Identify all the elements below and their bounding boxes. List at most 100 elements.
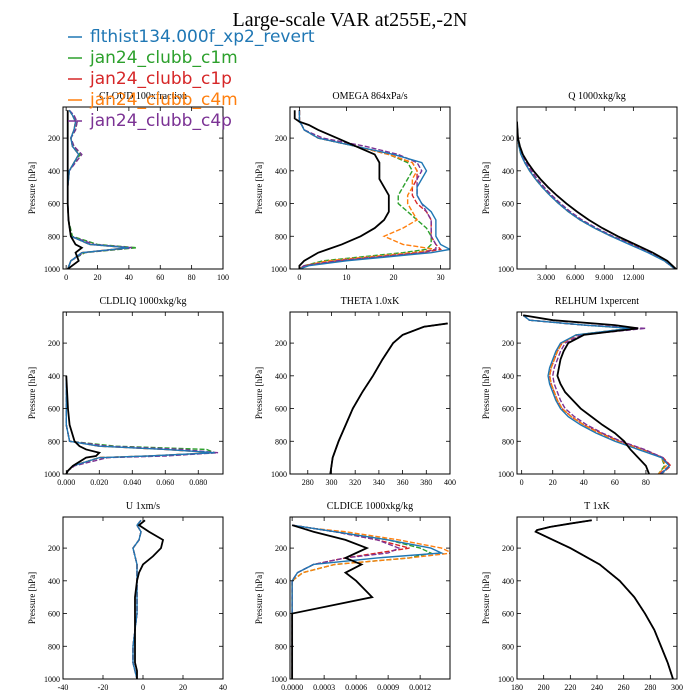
series-line-reference (291, 524, 374, 679)
series-line-1 (298, 110, 450, 269)
series-line-reference (293, 110, 390, 269)
series-group (65, 375, 219, 474)
panel-3: Q 1000xkg/kg Pressure [hPa] 200 400 600 800 10… (481, 91, 678, 282)
x-tick-label: 180 (511, 683, 523, 692)
series-line-3 (517, 121, 676, 269)
plot-frame (516, 106, 678, 270)
series-line-reference (534, 519, 674, 679)
series-line-reference (66, 110, 84, 269)
series-line-1 (329, 322, 448, 474)
y-tick-label: 200 (275, 134, 287, 143)
panel-8: CLDICE 1000xkg/kg Pressure [hPa] 200 400 600… (254, 501, 451, 692)
x-tick-label: 30 (437, 273, 445, 282)
y-tick-label: 600 (275, 610, 287, 619)
x-tick-label: 80 (188, 273, 196, 282)
x-tick-label: 0.020 (90, 478, 108, 487)
x-tick-label: 0.040 (123, 478, 141, 487)
y-tick-label: 200 (502, 134, 514, 143)
x-tick-label: 0.0000 (281, 683, 303, 692)
series-line-1 (65, 375, 215, 474)
y-tick-label: 800 (502, 642, 514, 651)
x-tick-label: 380 (420, 478, 432, 487)
panel-title: Q 1000xkg/kg (568, 91, 626, 102)
x-tick-label: 20 (94, 273, 102, 282)
plot-frame (62, 311, 224, 475)
x-tick-label: 20 (179, 683, 187, 692)
x-tick-label: 400 (444, 478, 456, 487)
legend-item-5: jan24_clubb_c4p (68, 111, 232, 131)
series-line-3 (329, 322, 448, 474)
series-group (517, 121, 677, 269)
series-line-4 (534, 519, 674, 679)
plot-frame (516, 516, 678, 680)
x-tick-label: 220 (564, 683, 576, 692)
series-line-3 (534, 519, 674, 679)
y-axis-label: Pressure [hPa] (27, 367, 37, 419)
series-line-5 (517, 121, 676, 269)
y-tick-label: 200 (502, 339, 514, 348)
legend-item-3: jan24_clubb_c1p (68, 69, 232, 89)
y-tick-label: 600 (48, 610, 60, 619)
plot-frame (289, 106, 451, 270)
series-line-reference (134, 519, 165, 679)
y-tick-label: 200 (502, 544, 514, 553)
x-tick-label: 0.000 (57, 478, 75, 487)
x-tick-label: 340 (373, 478, 385, 487)
y-tick-label: 400 (275, 372, 287, 381)
series-line-3 (298, 110, 443, 269)
series-line-reference (329, 322, 448, 474)
legend-item-2: jan24_clubb_c1m (68, 48, 238, 68)
x-tick-label: 0.0003 (313, 683, 335, 692)
y-tick-label: 400 (502, 372, 514, 381)
x-tick-label: 0.060 (156, 478, 174, 487)
x-tick-label: 200 (538, 683, 550, 692)
x-tick-label: 0 (141, 683, 145, 692)
x-tick-label: 0 (297, 273, 301, 282)
series-group (534, 519, 674, 679)
y-tick-label: 200 (48, 339, 60, 348)
series-line-2 (291, 524, 433, 679)
y-tick-label: 200 (48, 134, 60, 143)
legend-label: jan24_clubb_c1p (89, 69, 232, 89)
x-tick-label: 12.000 (622, 273, 644, 282)
series-line-5 (329, 322, 448, 474)
series-line-5 (522, 314, 671, 474)
y-tick-label: 200 (275, 544, 287, 553)
y-axis-label: Pressure [hPa] (27, 162, 37, 214)
legend-label: flthist134.000f_xp2_revert (90, 27, 315, 47)
series-line-2 (329, 322, 448, 474)
x-tick-label: 240 (591, 683, 603, 692)
series-line-1 (534, 519, 674, 679)
y-tick-label: 400 (48, 577, 60, 586)
x-tick-label: 20 (390, 273, 398, 282)
series-group (132, 519, 165, 679)
series-line-1 (291, 524, 445, 679)
panel-title: U 1xm/s (126, 501, 160, 512)
plot-frame (289, 516, 451, 680)
y-tick-label: 400 (48, 167, 60, 176)
series-line-2 (298, 110, 432, 269)
y-tick-label: 600 (275, 200, 287, 209)
x-tick-label: 0.080 (189, 478, 207, 487)
legend: flthist134.000f_xp2_revertjan24_clubb_c1… (68, 27, 315, 131)
x-tick-label: -40 (58, 683, 69, 692)
x-tick-label: 10 (342, 273, 350, 282)
y-axis-label: Pressure [hPa] (254, 572, 264, 624)
panel-title: CLOUD 100xfraction (99, 91, 187, 102)
x-tick-label: 40 (580, 478, 588, 487)
panel-title: T 1xK (584, 501, 610, 512)
y-tick-label: 1000 (271, 675, 287, 684)
series-line-2 (517, 121, 676, 269)
y-tick-label: 400 (502, 577, 514, 586)
y-tick-label: 800 (502, 232, 514, 241)
y-axis-label: Pressure [hPa] (481, 572, 491, 624)
x-tick-label: 6.000 (566, 273, 584, 282)
series-group (329, 322, 448, 474)
legend-item-4: jan24_clubb_c4m (68, 90, 238, 110)
legend-item-1: flthist134.000f_xp2_revert (68, 27, 315, 47)
y-tick-label: 1000 (271, 265, 287, 274)
